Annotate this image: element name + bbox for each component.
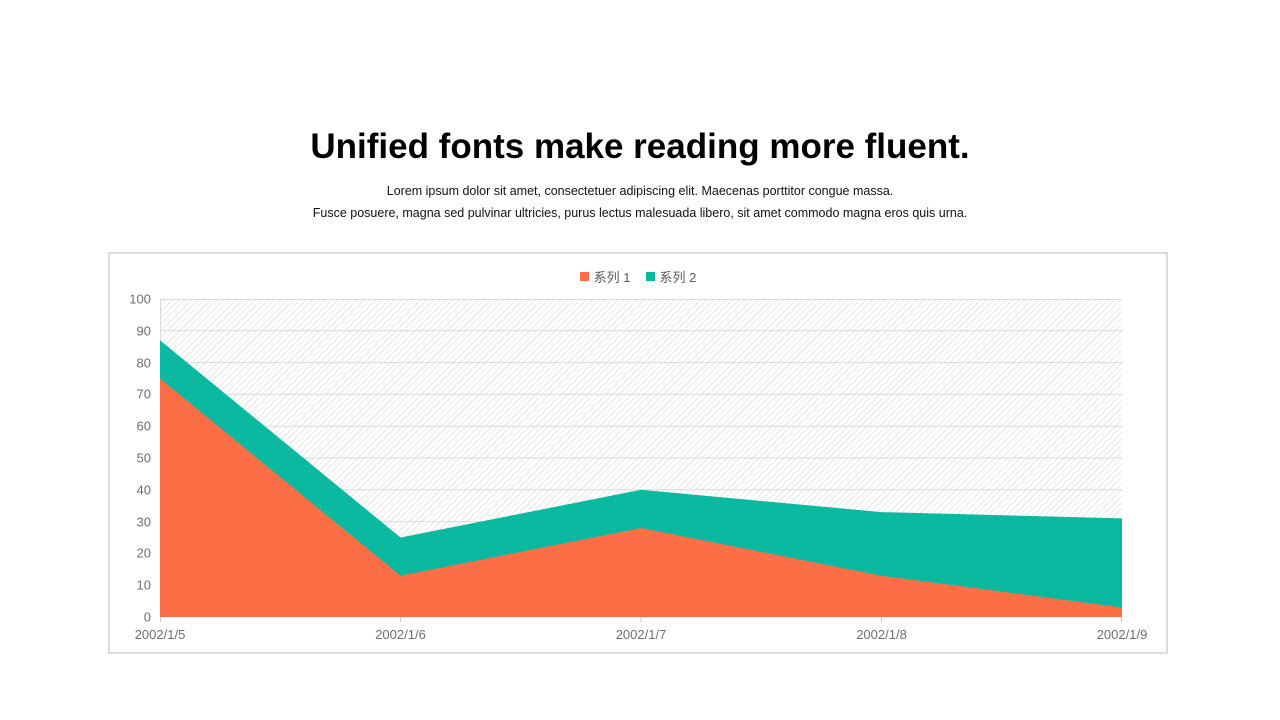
chart-legend: 系列 1 系列 2 — [110, 267, 1166, 286]
y-axis-tick-label: 100 — [129, 291, 151, 307]
y-axis-tick-label: 40 — [136, 482, 151, 498]
subtitle-line-2: Fusce posuere, magna sed pulvinar ultric… — [312, 206, 968, 220]
area-series-2 — [160, 340, 1122, 617]
y-axis-tick-label: 10 — [136, 577, 151, 593]
y-axis-tick-label: 50 — [136, 450, 151, 466]
legend-item-series-2: 系列 2 — [645, 267, 697, 286]
plot-area — [160, 299, 1122, 622]
legend-label: 系列 2 — [659, 270, 697, 285]
legend-swatch-icon — [645, 272, 655, 281]
stacked-area-chart — [160, 299, 1122, 622]
x-axis-tick-label: 2002/1/5 — [134, 627, 186, 642]
y-axis-tick-label: 80 — [136, 355, 151, 371]
x-axis-tick-label: 2002/1/9 — [1096, 627, 1148, 642]
chart-card: 系列 1 系列 2 0 10 20 30 40 50 60 70 80 90 100 2002/1/5… — [108, 252, 1168, 654]
x-axis-tick-label: 2002/1/6 — [375, 627, 426, 642]
page-title: Unified fonts make reading more fluent. — [310, 127, 970, 166]
y-axis-tick-label: 30 — [136, 514, 151, 530]
y-axis-tick-label: 60 — [136, 418, 151, 434]
area-series-1 — [160, 378, 1122, 617]
y-axis-tick-label: 90 — [136, 323, 151, 339]
y-axis-tick-label: 20 — [136, 545, 151, 561]
y-axis-tick-label: 70 — [136, 386, 151, 402]
y-axis-tick-label: 0 — [143, 609, 151, 625]
x-axis-labels: 2002/1/5 2002/1/6 2002/1/7 2002/1/8 2002/1/9 — [135, 627, 1148, 643]
legend-item-series-1: 系列 1 — [579, 267, 631, 286]
x-axis-tick-label: 2002/1/8 — [856, 627, 907, 642]
subtitle-line-1: Lorem ipsum dolor sit amet, consectetuer… — [386, 184, 894, 198]
legend-label: 系列 1 — [593, 270, 631, 285]
y-axis-labels: 0 10 20 30 40 50 60 70 80 90 100 — [110, 292, 151, 625]
x-axis-tick-label: 2002/1/7 — [615, 627, 667, 642]
legend-swatch-icon — [579, 272, 589, 281]
